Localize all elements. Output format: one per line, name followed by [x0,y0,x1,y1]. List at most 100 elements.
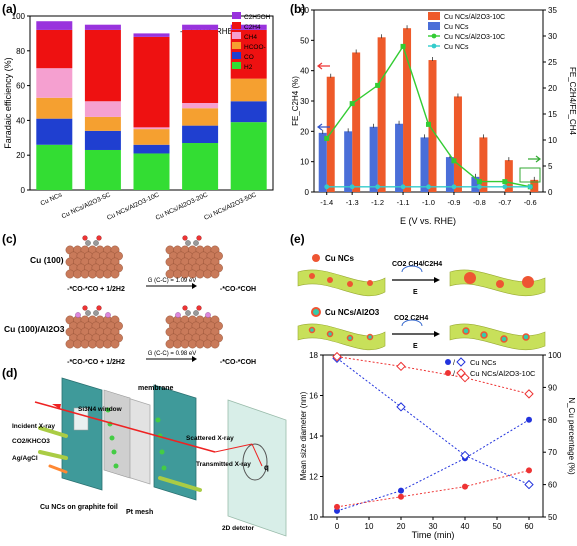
b-line-marker [400,184,406,190]
a-ytick-label: 0 [21,186,26,195]
e-line-series [336,356,530,395]
e-line-series [336,419,530,512]
panel-label-d: (d) [2,366,17,380]
chart-a: -1.1 V vs. RHE Faradaic efficiency (%) 0… [3,12,274,222]
chart-b-xlabel: E (V vs. RHE) [400,216,456,226]
particle-dot [113,463,119,469]
panel-label-e: (e) [290,232,305,246]
b-xtick-label: -0.8 [473,198,486,207]
cu-atom [80,269,90,279]
a-legend-label: CH4 [244,34,257,41]
b-legend-marker [431,43,437,49]
panel-label-a: (a) [2,2,17,16]
al-atom [105,312,111,318]
c-atom [185,240,191,246]
b-legend-label: Cu NCs/Al2O3-10C [444,14,505,21]
a-ytick-label: 20 [16,151,25,160]
e-legend-slash: / [453,371,455,378]
a-legend-swatch [232,52,241,59]
al-atom [175,312,181,318]
b-xtick-label: -0.6 [524,198,537,207]
reaction-arrowhead-icon-1 [192,283,197,289]
e-ytick-right-label: 100 [548,351,562,360]
o-atom [182,305,188,311]
cu-atom [173,269,182,279]
particle [522,333,530,341]
e-ytick-right-label: 90 [548,383,557,392]
xray-arrow-icon [52,404,61,409]
b-xtick-label: -1.2 [371,198,384,207]
label-scattered: Scattered X-ray [186,435,234,442]
chart-e: Mean size diameter (nm) N_Cu percentage … [299,351,576,540]
b-line-marker [349,101,355,107]
b-ytick-right-label: 15 [548,110,557,119]
chart-e-frame [322,354,544,518]
particle [462,327,470,335]
legend-dot-icon-2 [311,307,321,317]
b-bar [369,126,378,192]
b-bar [428,60,437,192]
chart-a-ylabel: Faradaic efficiency (%) [3,57,13,148]
a-ytick-label: 40 [16,116,25,125]
reaction-arrowhead-icon-2 [192,356,197,362]
a-legend-swatch [232,12,241,19]
b-bar [530,179,539,192]
a-bar-segment [133,129,170,145]
a-legend-label: C2H4 [244,24,261,31]
b-bar [352,52,361,192]
label-electrolyte: CO2/KHCO3 [12,438,50,445]
panel-label-b: (b) [290,2,305,16]
label-window: Si3N4 window [78,406,123,413]
particle [309,273,315,279]
b-bar [403,28,412,193]
c-atom [93,240,99,246]
particle-dot [159,449,165,455]
a-bar-segment [36,29,73,69]
cu-atom [195,339,205,349]
label-membrane: membrane [138,385,174,392]
chart-b-ylabel-right: FE_C2H4/FE_CH4 [568,67,577,136]
e-marker [396,402,406,412]
b-line-marker [502,179,508,185]
b-line-marker [527,184,533,190]
a-bar-segment [182,29,219,104]
label-incident: Incident X-ray [12,423,55,430]
e-ytick-right-label: 60 [548,481,557,490]
cu-atom [88,339,97,349]
e-xtick-label: 60 [525,522,534,531]
scheme-row1-label: Cu NCs [325,254,354,263]
a-bar-segment [182,125,219,144]
e-ytick-right-label: 50 [548,513,557,522]
cu-atom [103,269,112,279]
a-bar-segment [133,36,170,128]
e-marker [524,479,534,490]
cu-atom [65,269,75,279]
a-bar-segment [182,24,219,30]
b-ytick-right-label: 20 [548,84,557,93]
particle [346,334,354,342]
reaction-left-2: -*CO-*CO + 1/2H2 [67,359,125,366]
e-xtick-label: 40 [461,522,470,531]
inlet-tube [38,426,68,438]
al-atom [205,312,211,318]
legend-dot-icon-1 [312,254,320,262]
a-bar-segment [36,97,73,119]
a-bar-segment [230,101,267,123]
cycle-arrow-icon-1 [401,265,423,273]
scheme-row2-label: Cu NCs/Al2O3 [325,308,380,317]
a-legend-label: CO [244,54,254,61]
a-bar-segment [84,149,121,190]
b-ytick-label: 40 [300,67,309,76]
b-xtick-label: -1.3 [346,198,359,207]
e-legend-marker-open [456,368,466,378]
a-bar-segment [230,78,267,102]
e-ytick-right-label: 70 [548,448,557,457]
e-ytick-label: 16 [309,392,318,401]
particle-large [496,280,504,288]
b-line-marker [400,43,406,49]
reaction-right-2: -*CO-*COH [220,359,256,366]
particle [347,281,353,287]
a-bar-segment [133,144,170,154]
particle [326,330,334,338]
b-xtick-label: -1.0 [422,198,435,207]
